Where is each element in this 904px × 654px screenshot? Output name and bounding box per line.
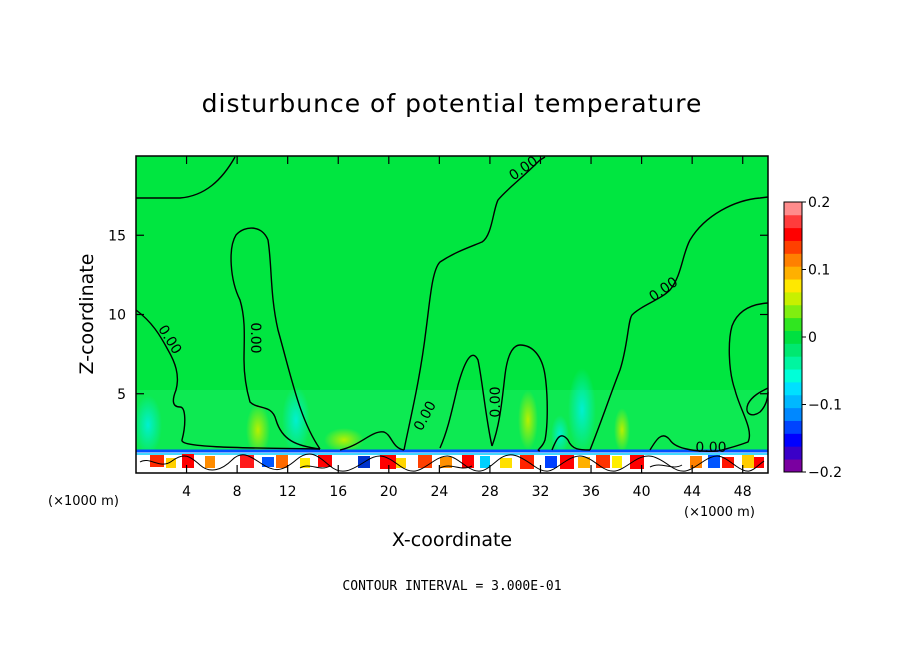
x-tick-label: 4 [182, 484, 191, 500]
y-tick-label: 10 [108, 308, 126, 324]
colorbar-label: 0.2 [808, 195, 830, 211]
colorbar-swatch [784, 227, 802, 241]
yellow-perturbation [324, 428, 364, 452]
x-tick-label: 8 [233, 484, 242, 500]
contour-lines [135, 156, 769, 452]
x-axis-unit-right: (×1000 m) [684, 505, 755, 520]
contour-interval-note: CONTOUR INTERVAL = 3.000E-01 [342, 579, 561, 594]
yellow-perturbation [614, 408, 630, 452]
colorbar-swatch [784, 356, 802, 370]
colorbar-swatch [784, 279, 802, 293]
colorbar-swatch [784, 369, 802, 383]
cyan-perturbation [551, 415, 569, 455]
x-tick-label: 36 [582, 484, 600, 500]
colorbar-swatch [784, 420, 802, 434]
y-axis: 5 10 15 [108, 228, 768, 403]
x-tick-label: 44 [683, 484, 701, 500]
colorbar-swatch [784, 253, 802, 267]
colorbar-swatch [784, 317, 802, 331]
cyan-perturbation [134, 395, 162, 455]
contour-label: 0.00 [488, 386, 504, 417]
lower-shading [136, 390, 768, 452]
colorbar-swatch [784, 214, 802, 229]
contour-label: 0.00 [247, 322, 263, 353]
x-axis: 4 8 12 16 20 24 28 32 36 40 44 48 [182, 156, 752, 500]
x-tick-label: 20 [380, 484, 398, 500]
colorbar-label: −0.2 [808, 465, 842, 481]
boundary-layer [136, 449, 768, 473]
colorbar-swatch [784, 433, 802, 447]
y-tick-label: 15 [108, 228, 126, 244]
colorbar-swatch [784, 459, 802, 473]
yellow-perturbation [518, 390, 538, 450]
colorbar-swatch [784, 394, 802, 409]
x-tick-label: 12 [279, 484, 297, 500]
contour-label: 0.00 [695, 440, 726, 456]
x-axis-label: X-coordinate [392, 529, 512, 551]
colorbar-label: 0 [808, 330, 817, 346]
colorbar-label: −0.1 [808, 398, 842, 414]
y-tick-label: 5 [117, 387, 126, 403]
plot-field: 0.00 0.00 0.00 0.00 0.00 0.00 0.00 [134, 153, 769, 474]
y-axis-label: Z-coordinate [76, 254, 98, 375]
x-tick-label: 16 [329, 484, 347, 500]
cyan-perturbation [282, 386, 310, 454]
cyan-perturbation [568, 368, 596, 452]
colorbar-swatch [784, 343, 802, 357]
x-tick-label: 48 [734, 484, 752, 500]
colorbar-swatch [784, 330, 802, 344]
colorbar-swatch [784, 292, 802, 306]
colorbar-label: 0.1 [808, 263, 830, 279]
colorbar-swatch [784, 202, 802, 216]
x-tick-label: 28 [481, 484, 499, 500]
x-tick-label: 24 [430, 484, 448, 500]
colorbar-swatch [784, 446, 802, 460]
colorbar-swatch [784, 407, 802, 421]
chart-title: disturbunce of potential temperature [202, 89, 703, 118]
x-tick-label: 40 [633, 484, 651, 500]
colorbar-swatch [784, 304, 802, 319]
colorbar-swatch [784, 266, 802, 280]
yellow-perturbation [246, 404, 270, 456]
colorbar: 0.2 0.1 0 −0.1 −0.2 [783, 195, 842, 481]
colorbar-swatch [784, 382, 802, 396]
x-tick-label: 32 [532, 484, 550, 500]
colorbar-swatch [784, 240, 802, 254]
x-axis-unit-left: (×1000 m) [48, 494, 119, 509]
